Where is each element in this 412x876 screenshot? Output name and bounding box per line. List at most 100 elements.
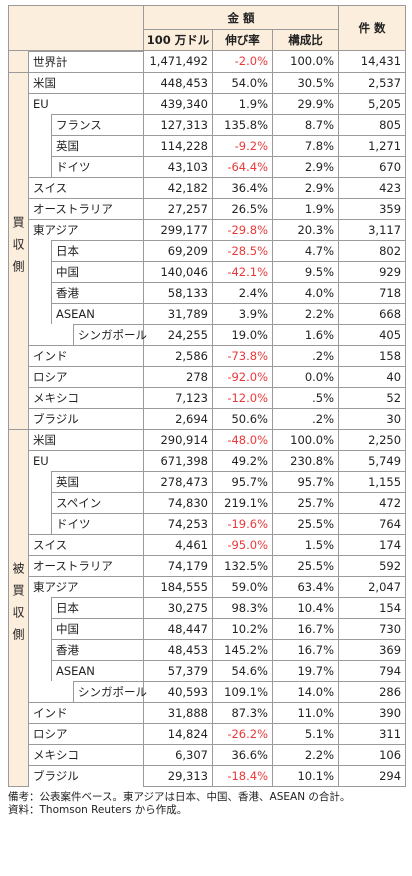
count-cell: 2,250 — [338, 428, 407, 451]
note: 資料：Thomson Reuters から作成。 — [8, 803, 188, 816]
row-name: EU — [29, 450, 143, 471]
growth-cell: 1.9% — [212, 92, 273, 115]
name-cell: ドイツ — [28, 156, 144, 177]
table-row: 被買収側 米国 290,914 -48.0% 100.0% 2,250 — [8, 428, 407, 787]
name-cell: ブラジル — [28, 765, 144, 786]
count-cell: 106 — [338, 743, 407, 766]
count-cell: 472 — [338, 491, 407, 514]
share-cell: 4.7% — [271, 239, 340, 262]
share-cell: 230.8% — [271, 449, 340, 472]
row-name: オーストラリア — [29, 555, 143, 576]
growth-cell: -95.0% — [212, 533, 273, 556]
data-table: 金 額 件 数 100 万ドル 伸び率 構成比 世界計 1,471,492 -2.0… — [8, 5, 407, 787]
share-cell: 19.7% — [271, 659, 340, 682]
table-row: 日本 30,275 98.3% 10.4% 154 — [9, 596, 407, 619]
name-cell: ロシア — [28, 366, 144, 387]
count-cell: 670 — [338, 155, 407, 178]
table-row: ブラジル 29,313 -18.4% 10.1% 294 — [9, 764, 407, 787]
name-cell: 米国 — [28, 429, 144, 450]
header-group: 金 額 — [142, 5, 340, 30]
row-name: 香港 — [51, 282, 143, 303]
share-cell: 100.0% — [271, 50, 340, 73]
header-cell: 構成比 — [271, 29, 340, 51]
name-cell: 東アジア — [28, 576, 144, 597]
count-cell: 1,155 — [338, 470, 407, 493]
share-cell: 2.2% — [271, 302, 340, 325]
share-cell: 2.9% — [271, 155, 340, 178]
row-name: ドイツ — [51, 513, 143, 534]
table-row: インド 2,586 -73.8% .2% 158 — [9, 344, 407, 367]
growth-cell: 135.8% — [212, 113, 273, 136]
count-cell: 5,205 — [338, 92, 407, 115]
row-name: 日本 — [51, 240, 143, 261]
count-cell: 2,047 — [338, 575, 407, 598]
row-name: ロシア — [29, 723, 143, 744]
growth-cell: -18.4% — [212, 764, 273, 787]
name-cell: ロシア — [28, 723, 144, 744]
row-name: 中国 — [51, 261, 143, 282]
value-cell: 1,471,492 — [143, 50, 213, 73]
count-cell: 390 — [338, 701, 407, 724]
count-cell: 40 — [338, 365, 407, 388]
count-cell: 294 — [338, 764, 407, 787]
value-cell: 40,593 — [143, 680, 213, 703]
row-name: メキシコ — [29, 387, 143, 408]
name-cell: ASEAN — [28, 303, 144, 324]
name-cell: 香港 — [28, 639, 144, 660]
count-cell: 1,271 — [338, 134, 407, 157]
row-name: 東アジア — [29, 576, 143, 597]
value-cell: 671,398 — [143, 449, 213, 472]
count-cell: 730 — [338, 617, 407, 640]
growth-cell: 26.5% — [212, 197, 273, 220]
table-row: シンガポール 40,593 109.1% 14.0% 286 — [9, 680, 407, 703]
name-cell: スイス — [28, 534, 144, 555]
table-row: 買収側 米国 448,453 54.0% 30.5% 2,537 — [8, 71, 407, 430]
share-cell: 5.1% — [271, 722, 340, 745]
value-cell: 7,123 — [143, 386, 213, 409]
growth-cell: -26.2% — [212, 722, 273, 745]
count-cell: 30 — [338, 407, 407, 430]
table-row: EU 439,340 1.9% 29.9% 5,205 — [9, 92, 407, 115]
row-name: インド — [29, 345, 143, 366]
side-label-cell: 被買収側 — [8, 428, 29, 787]
name-cell: 日本 — [28, 597, 144, 618]
table-wrap: 金 額 件 数 100 万ドル 伸び率 構成比 世界計 1,471,492 -2.0… — [8, 5, 407, 817]
share-cell: 16.7% — [271, 617, 340, 640]
growth-cell: 54.0% — [212, 71, 273, 94]
share-cell: 10.4% — [271, 596, 340, 619]
share-cell: 25.7% — [271, 491, 340, 514]
name-cell: フランス — [28, 114, 144, 135]
name-cell: シンガポール — [28, 681, 147, 702]
count-cell: 794 — [338, 659, 407, 682]
header-cell: 100 万ドル — [143, 29, 213, 51]
count-cell: 286 — [338, 680, 407, 703]
share-cell: .2% — [271, 407, 340, 430]
value-cell: 31,789 — [143, 302, 213, 325]
growth-cell: 36.6% — [212, 743, 273, 766]
name-cell: 中国 — [28, 261, 144, 282]
value-cell: 27,257 — [143, 197, 213, 220]
value-cell: 140,046 — [143, 260, 213, 283]
table-row: 香港 48,453 145.2% 16.7% 369 — [9, 638, 407, 661]
side-label: 買収側 — [11, 216, 25, 282]
value-cell: 74,179 — [143, 554, 213, 577]
share-cell: 11.0% — [271, 701, 340, 724]
row-name: ASEAN — [51, 660, 143, 681]
table-row: スイス 42,182 36.4% 2.9% 423 — [9, 176, 407, 199]
growth-cell: -73.8% — [212, 344, 273, 367]
share-cell: 1.9% — [271, 197, 340, 220]
side-blank — [8, 50, 29, 73]
row-name: 中国 — [51, 618, 143, 639]
table-row: 英国 278,473 95.7% 95.7% 1,155 — [9, 470, 407, 493]
table-row: インド 31,888 87.3% 11.0% 390 — [9, 701, 407, 724]
share-cell: 1.6% — [271, 323, 340, 346]
value-cell: 29,313 — [143, 764, 213, 787]
value-cell: 69,209 — [143, 239, 213, 262]
share-cell: 7.8% — [271, 134, 340, 157]
share-cell: 63.4% — [271, 575, 340, 598]
share-cell: 16.7% — [271, 638, 340, 661]
growth-cell: -19.6% — [212, 512, 273, 535]
value-cell: 4,461 — [143, 533, 213, 556]
header-count: 件 数 — [338, 5, 407, 51]
growth-cell: 145.2% — [212, 638, 273, 661]
